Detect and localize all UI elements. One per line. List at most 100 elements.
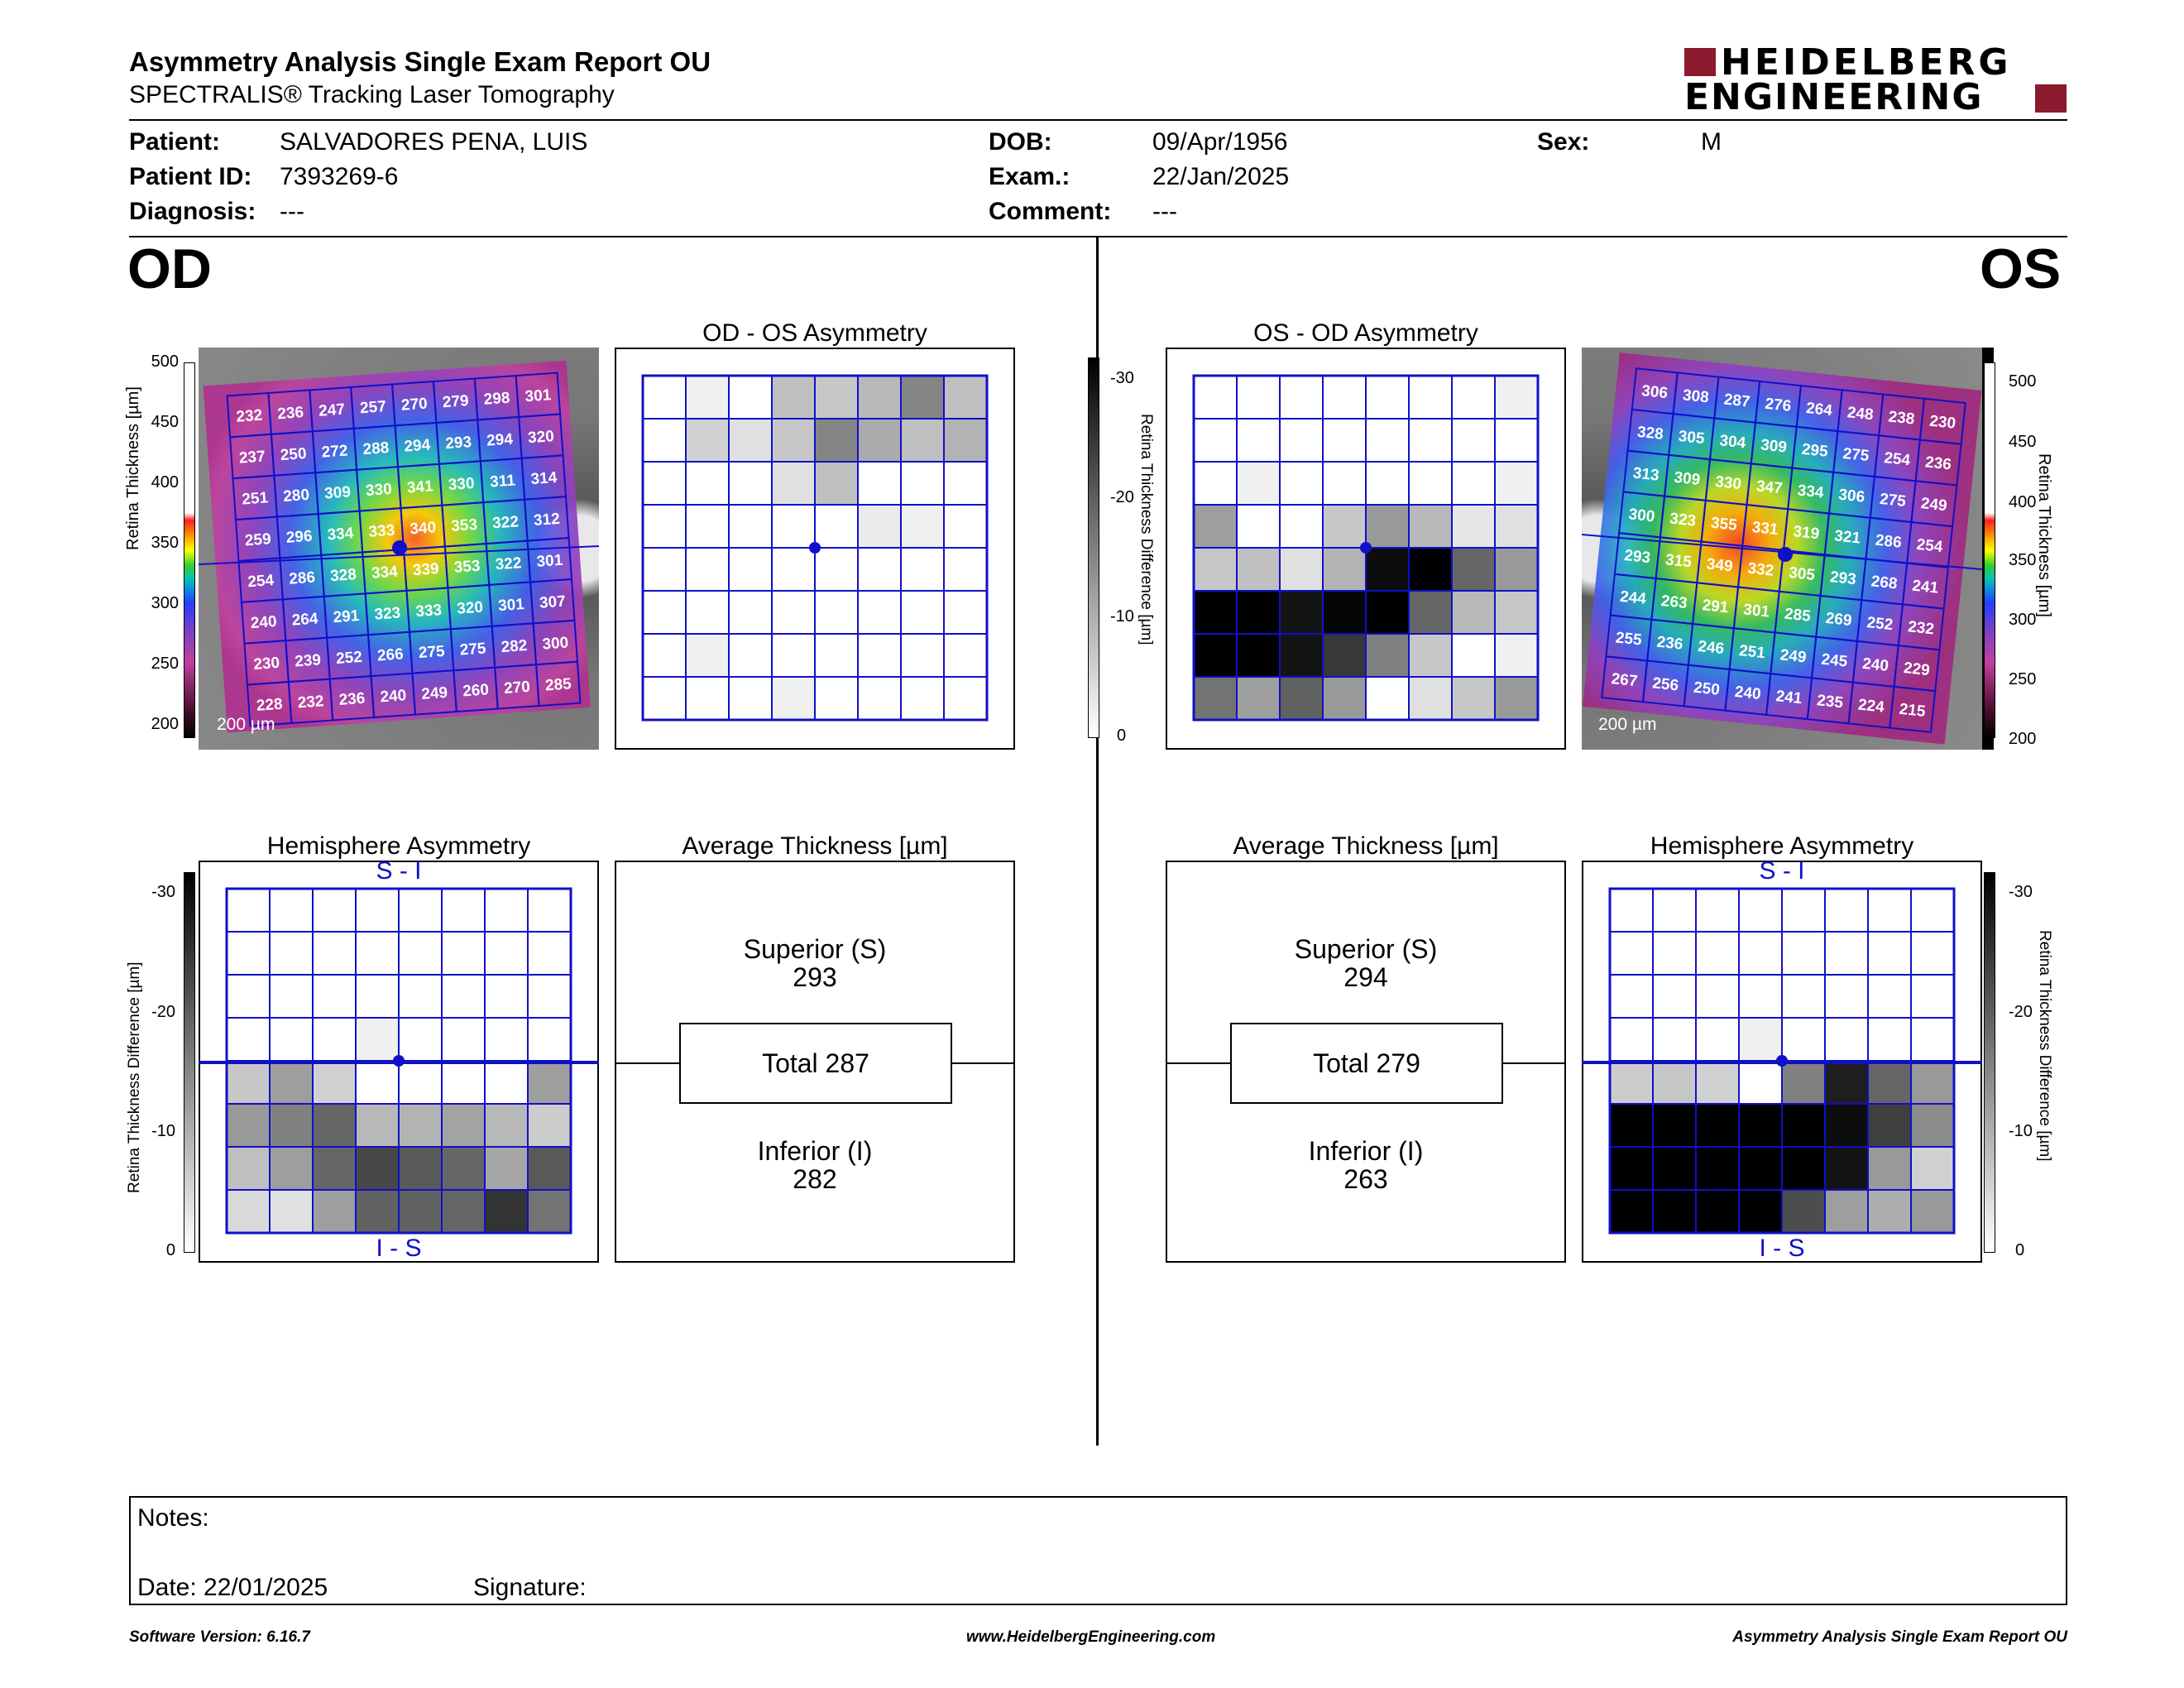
os-hemi-cell-0-4 bbox=[1781, 888, 1826, 933]
os-scale-bar: 200 µm bbox=[1598, 715, 1656, 734]
os-hemi-cell-3-6 bbox=[1867, 1017, 1912, 1062]
od-hemi-cell-6-7 bbox=[527, 1146, 572, 1191]
os-thickness-value: 332 bbox=[1747, 560, 1775, 580]
os-tick-400: 400 bbox=[2009, 493, 2037, 511]
od-thickness-value: 240 bbox=[250, 613, 277, 632]
patient-label: Patient: bbox=[129, 128, 221, 156]
od-thickness-value: 288 bbox=[362, 439, 390, 458]
os-asym-cell-5-4 bbox=[1365, 590, 1410, 635]
os-hemi-cell-3-1 bbox=[1652, 1017, 1697, 1062]
os-inferior-label: Inferior (I) bbox=[1308, 1136, 1424, 1166]
os-hemi-cell-1-1 bbox=[1652, 931, 1697, 976]
od-asym-cell-3-5 bbox=[857, 504, 902, 549]
od-thickness-value: 333 bbox=[368, 522, 395, 541]
od-asym-cell-7-1 bbox=[685, 676, 730, 721]
os-thickness-value: 240 bbox=[1861, 655, 1889, 675]
os-hemi-cell-5-3 bbox=[1738, 1103, 1783, 1148]
od-thickness-value: 339 bbox=[412, 560, 439, 579]
od-tick-500: 500 bbox=[151, 352, 179, 371]
os-thickness-value: 276 bbox=[1764, 396, 1792, 415]
os-thickness-value: 252 bbox=[1866, 614, 1894, 634]
od-asym-cell-4-0 bbox=[642, 547, 687, 592]
os-thickness-value: 330 bbox=[1714, 473, 1742, 493]
od-hemi-cell-7-1 bbox=[269, 1189, 314, 1234]
os-hemi-cell-0-5 bbox=[1824, 888, 1869, 933]
od-asym-cell-2-7 bbox=[943, 461, 988, 506]
os-hemi-cell-6-4 bbox=[1781, 1146, 1826, 1191]
od-hemi-cell-4-2 bbox=[312, 1060, 357, 1105]
os-thickness-value: 300 bbox=[1628, 506, 1656, 525]
os-hemi-cell-2-6 bbox=[1867, 974, 1912, 1019]
od-thickness-value: 330 bbox=[365, 481, 392, 500]
os-asym-cell-2-2 bbox=[1279, 461, 1324, 506]
os-hemi-cell-2-1 bbox=[1652, 974, 1697, 1019]
os-tick-350: 350 bbox=[2009, 551, 2037, 569]
od-thickness-overlay: 232 236 247 257 270 279 298 301 237 250 272 288 294 2… bbox=[199, 360, 599, 734]
od-asym-cell-0-0 bbox=[642, 375, 687, 420]
sex-label: Sex: bbox=[1537, 128, 1590, 156]
os-inferior-value: 263 bbox=[1343, 1164, 1388, 1194]
os-asym-cell-1-3 bbox=[1322, 418, 1367, 463]
od-hemi-cell-7-2 bbox=[312, 1189, 357, 1234]
os-thickness-ticks: 500 450 400 350 300 250 200 bbox=[2009, 362, 2058, 748]
os-hemi-axis-label: Retina Thickness Difference [µm] bbox=[2036, 930, 2053, 1162]
os-hemi-cell-6-6 bbox=[1867, 1146, 1912, 1191]
os-hemi-cell-6-0 bbox=[1609, 1146, 1654, 1191]
od-thickness-value: 301 bbox=[497, 596, 525, 615]
od-asym-cell-6-6 bbox=[900, 633, 945, 678]
software-version: Software Version: 6.16.7 bbox=[129, 1628, 310, 1646]
od-hemi-cell-6-1 bbox=[269, 1146, 314, 1191]
od-thickness-value: 259 bbox=[244, 530, 271, 549]
os-thickness-value: 241 bbox=[1911, 578, 1939, 597]
od-diff-ticks: -30 -20 -10 0 bbox=[124, 872, 175, 1259]
os-hemi-bottom-label: I - S bbox=[1759, 1235, 1805, 1262]
diagnosis: --- bbox=[280, 198, 304, 225]
os-hemi-cell-4-3 bbox=[1738, 1060, 1783, 1105]
os-asym-cell-1-6 bbox=[1451, 418, 1496, 463]
od-hemi-midline bbox=[199, 1061, 599, 1064]
os-hemi-cell-0-2 bbox=[1695, 888, 1740, 933]
od-thickness-value: 322 bbox=[495, 554, 522, 573]
os-asym-ticks: -30 -20 -10 0 bbox=[1110, 357, 1160, 745]
od-thickness-value: 250 bbox=[280, 445, 307, 464]
signature-label: Signature: bbox=[473, 1574, 587, 1601]
os-asym-colorbar bbox=[1088, 357, 1099, 738]
os-asym-center-dot bbox=[1360, 542, 1372, 554]
od-avg-panel: Superior (S) 293 Total 287 Inferior (I) … bbox=[615, 861, 1015, 1263]
od-asym-cell-1-2 bbox=[728, 418, 773, 463]
od-thickness-value: 230 bbox=[253, 655, 280, 674]
os-hemi-cell-5-6 bbox=[1867, 1103, 1912, 1148]
os-thickness-value: 275 bbox=[1842, 445, 1870, 465]
website-link[interactable]: www.HeidelbergEngineering.com bbox=[966, 1628, 1216, 1646]
od-hemi-cell-4-1 bbox=[269, 1060, 314, 1105]
os-thickness-value: 215 bbox=[1899, 701, 1927, 721]
os-thickness-value: 236 bbox=[1924, 453, 1952, 473]
os-asym-tick-20: -20 bbox=[1110, 488, 1134, 506]
os-thickness-value: 301 bbox=[1742, 601, 1770, 621]
od-thickness-value: 314 bbox=[530, 469, 558, 488]
od-hemi-cell-6-0 bbox=[226, 1146, 271, 1191]
os-asym-tick-30: -30 bbox=[1110, 369, 1134, 387]
os-hemi-cell-7-6 bbox=[1867, 1189, 1912, 1234]
os-thickness-axis-label: Retina Thickness [µm] bbox=[2035, 453, 2053, 617]
od-asym-cell-4-2 bbox=[728, 547, 773, 592]
os-thickness-colorbar bbox=[1984, 362, 1995, 738]
os-asym-cell-3-4 bbox=[1365, 504, 1410, 549]
os-thickness-value: 355 bbox=[1710, 515, 1738, 535]
os-thickness-value: 249 bbox=[1779, 646, 1808, 666]
report-title: Asymmetry Analysis Single Exam Report OU bbox=[129, 46, 711, 77]
os-thickness-value: 293 bbox=[1829, 568, 1857, 588]
os-hemi-cell-4-0 bbox=[1609, 1060, 1654, 1105]
od-thickness-value: 353 bbox=[453, 558, 481, 577]
od-thickness-ticks: 500 450 400 350 300 250 200 bbox=[124, 352, 179, 738]
od-thickness-value: 275 bbox=[418, 643, 446, 662]
od-thickness-value: 298 bbox=[483, 390, 510, 409]
notes-box[interactable]: Notes: Date: 22/01/2025 Signature: bbox=[129, 1496, 2067, 1605]
os-hemi-cell-3-2 bbox=[1695, 1017, 1740, 1062]
header-divider bbox=[129, 119, 2067, 121]
od-hemi-cell-4-0 bbox=[226, 1060, 271, 1105]
od-hemi-cell-5-2 bbox=[312, 1103, 357, 1148]
od-asym-cell-7-7 bbox=[943, 676, 988, 721]
os-asym-cell-5-5 bbox=[1408, 590, 1453, 635]
os-asym-cell-7-6 bbox=[1451, 676, 1496, 721]
